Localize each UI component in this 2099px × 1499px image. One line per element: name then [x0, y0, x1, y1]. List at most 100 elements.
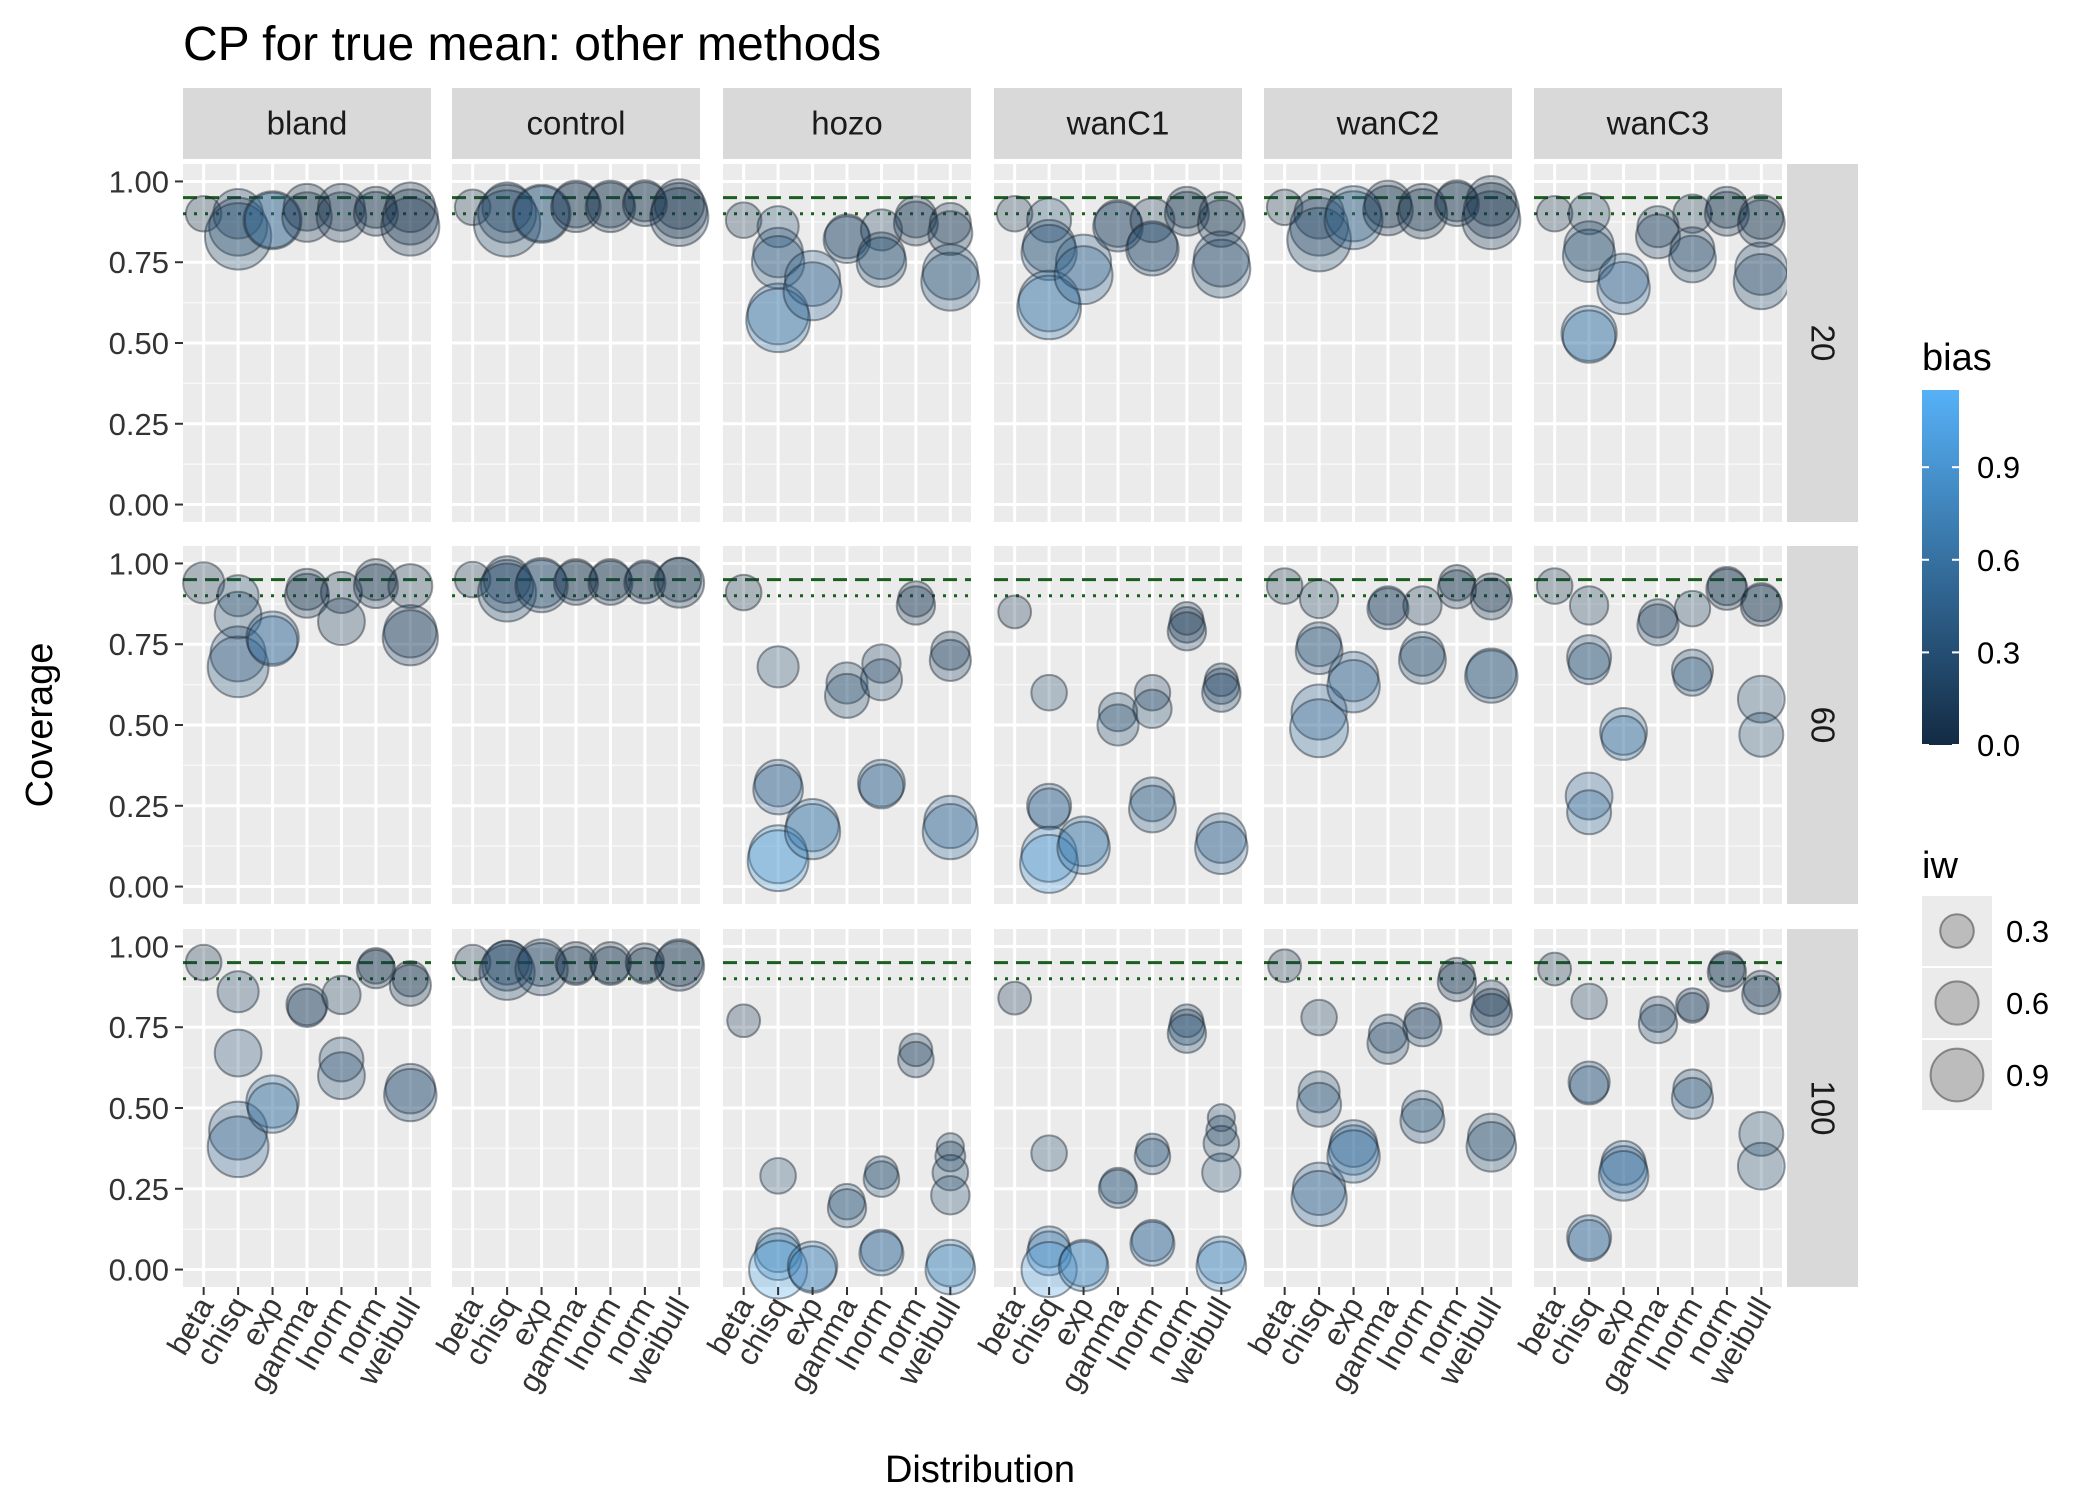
data-point	[624, 559, 666, 600]
data-point	[1168, 1008, 1206, 1047]
size-key-label: 0.6	[2006, 986, 2049, 1021]
legend: bias 0.0 0.3 0.6 0.9 iw 0.3 0.6 0.9	[1922, 337, 2049, 1110]
data-point	[1265, 567, 1304, 605]
data-point	[216, 970, 260, 1014]
data-point	[1196, 199, 1246, 248]
data-point	[285, 983, 329, 1027]
colorbar-tick-label: 0.3	[1977, 635, 2020, 670]
data-point	[1568, 1065, 1610, 1106]
size-key-circle	[1939, 913, 1975, 949]
data-point	[1133, 1137, 1172, 1176]
data-point	[623, 561, 667, 605]
data-point	[317, 1051, 366, 1101]
data-point	[1566, 634, 1613, 681]
y-tick-label: 1.00	[109, 164, 169, 199]
data-point	[753, 1232, 803, 1282]
data-point	[1291, 1161, 1347, 1216]
data-point	[750, 235, 806, 290]
data-point	[920, 251, 981, 312]
y-axis-title: Coverage	[19, 643, 61, 808]
data-point	[383, 604, 438, 659]
data-point	[246, 615, 299, 667]
data-point	[1367, 585, 1409, 626]
data-point	[1129, 197, 1176, 244]
data-point	[894, 195, 938, 239]
data-point	[1026, 197, 1073, 244]
data-point	[482, 555, 532, 605]
data-point	[318, 1036, 365, 1083]
facet-strip-col-wanC1	[994, 88, 1242, 159]
data-point	[245, 610, 300, 665]
data-point	[1636, 603, 1680, 647]
facet-strip-label: hozo	[811, 105, 883, 142]
data-point	[453, 560, 492, 599]
data-point	[484, 939, 531, 986]
y-tick-label: 1.00	[109, 546, 169, 581]
data-point	[478, 943, 536, 1001]
data-point	[1438, 956, 1476, 995]
facet-panel-wanC2-100	[1264, 929, 1518, 1287]
size-key-background	[1922, 968, 1992, 1038]
data-point	[1300, 998, 1338, 1037]
data-point	[927, 210, 974, 257]
data-point	[203, 202, 273, 271]
data-point	[1464, 649, 1519, 704]
data-point	[1133, 673, 1172, 712]
data-point	[184, 943, 223, 982]
y-tick-label: 0.75	[109, 245, 169, 280]
facet-panel-control-20	[452, 164, 710, 522]
data-point	[828, 1182, 866, 1221]
data-point	[1206, 1103, 1236, 1133]
data-point	[925, 1238, 975, 1288]
data-point	[935, 1132, 965, 1162]
y-tick-label: 0.00	[109, 870, 169, 905]
data-point	[554, 558, 598, 602]
data-point	[1563, 220, 1615, 272]
data-point	[1367, 1013, 1409, 1054]
data-point	[1567, 1060, 1611, 1104]
facet-panels: bland 0.00 0.25 0.50 0.75 1.00 control hozo wanC…	[109, 88, 1858, 1398]
data-point	[752, 763, 804, 816]
data-point	[746, 282, 810, 346]
size-key-circle	[1934, 980, 1980, 1026]
data-point	[1567, 642, 1611, 686]
data-point	[1289, 698, 1350, 759]
data-point	[1056, 820, 1111, 875]
data-point	[1097, 691, 1139, 733]
data-point	[1196, 1235, 1246, 1285]
facet-strip-label: 100	[1805, 1080, 1842, 1135]
data-point	[1030, 673, 1068, 712]
facet-strip-row-60	[1787, 546, 1858, 904]
y-tick-label: 0.50	[109, 1091, 169, 1126]
data-point	[921, 243, 979, 301]
data-point	[352, 563, 399, 610]
size-key-background	[1922, 1040, 1992, 1110]
data-point	[1201, 672, 1242, 713]
data-point	[1706, 952, 1748, 993]
data-point	[1396, 187, 1449, 240]
data-point	[726, 1003, 762, 1039]
data-point	[1203, 662, 1239, 698]
data-point	[1053, 245, 1114, 306]
data-point	[745, 287, 811, 354]
data-point	[1560, 304, 1618, 362]
data-point	[1564, 771, 1614, 821]
data-point	[1195, 812, 1248, 864]
data-point	[1600, 714, 1647, 761]
data-point	[753, 758, 803, 808]
data-point	[857, 231, 906, 281]
x-axis-title: Distribution	[885, 1449, 1075, 1491]
data-point	[1736, 1141, 1786, 1191]
data-point	[388, 963, 432, 1007]
data-point	[1296, 621, 1343, 668]
data-point	[1599, 1144, 1648, 1194]
data-point	[1296, 1081, 1343, 1128]
data-point	[859, 208, 904, 252]
data-point	[245, 1074, 300, 1129]
data-point	[1566, 789, 1613, 836]
data-point	[1169, 600, 1205, 636]
data-point	[1436, 961, 1478, 1003]
data-point	[1297, 1070, 1341, 1114]
data-point	[1705, 185, 1749, 229]
